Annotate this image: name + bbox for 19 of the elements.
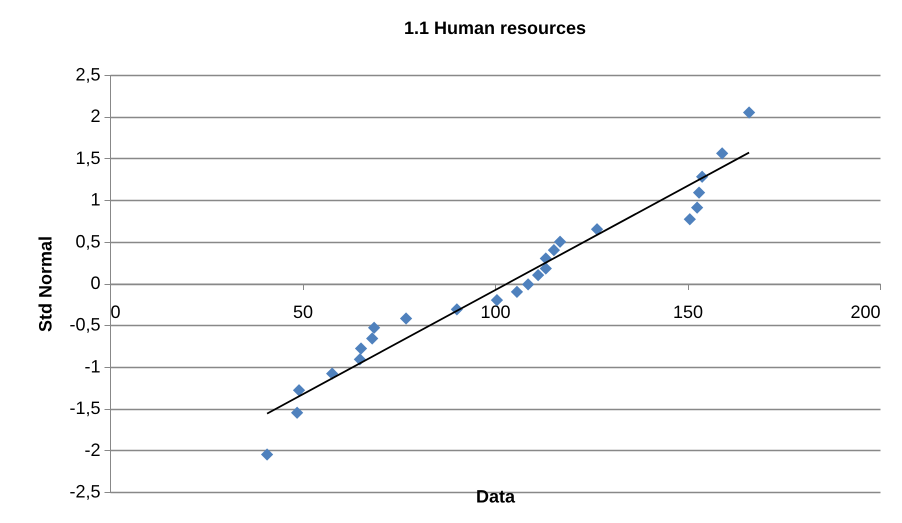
x-tick-label: 200 [850, 302, 880, 322]
y-tick-label: -2 [84, 440, 100, 460]
y-tick-label: -0,5 [69, 314, 100, 335]
y-tick-label: -1 [84, 356, 100, 376]
chart-title: 1.1 Human resources [404, 18, 586, 38]
x-axis-title: Data [476, 486, 516, 506]
y-tick-label: 2 [90, 106, 100, 126]
x-tick-label: 150 [672, 302, 704, 322]
y-axis-title: Std Normal [35, 236, 56, 332]
x-tick-label: 50 [292, 302, 314, 322]
y-tick-label: 1,5 [75, 148, 100, 168]
y-tick-label: 2,5 [75, 64, 100, 84]
y-tick-label: 0,5 [75, 231, 100, 252]
y-tick-label: -2,5 [69, 482, 100, 502]
y-tick-label: 1 [90, 190, 100, 210]
y-tick-label: -1,5 [69, 398, 100, 418]
x-tick-label: 100 [480, 302, 511, 322]
x-tick-label: 0 [110, 302, 121, 322]
y-tick-label: 0 [90, 273, 100, 293]
